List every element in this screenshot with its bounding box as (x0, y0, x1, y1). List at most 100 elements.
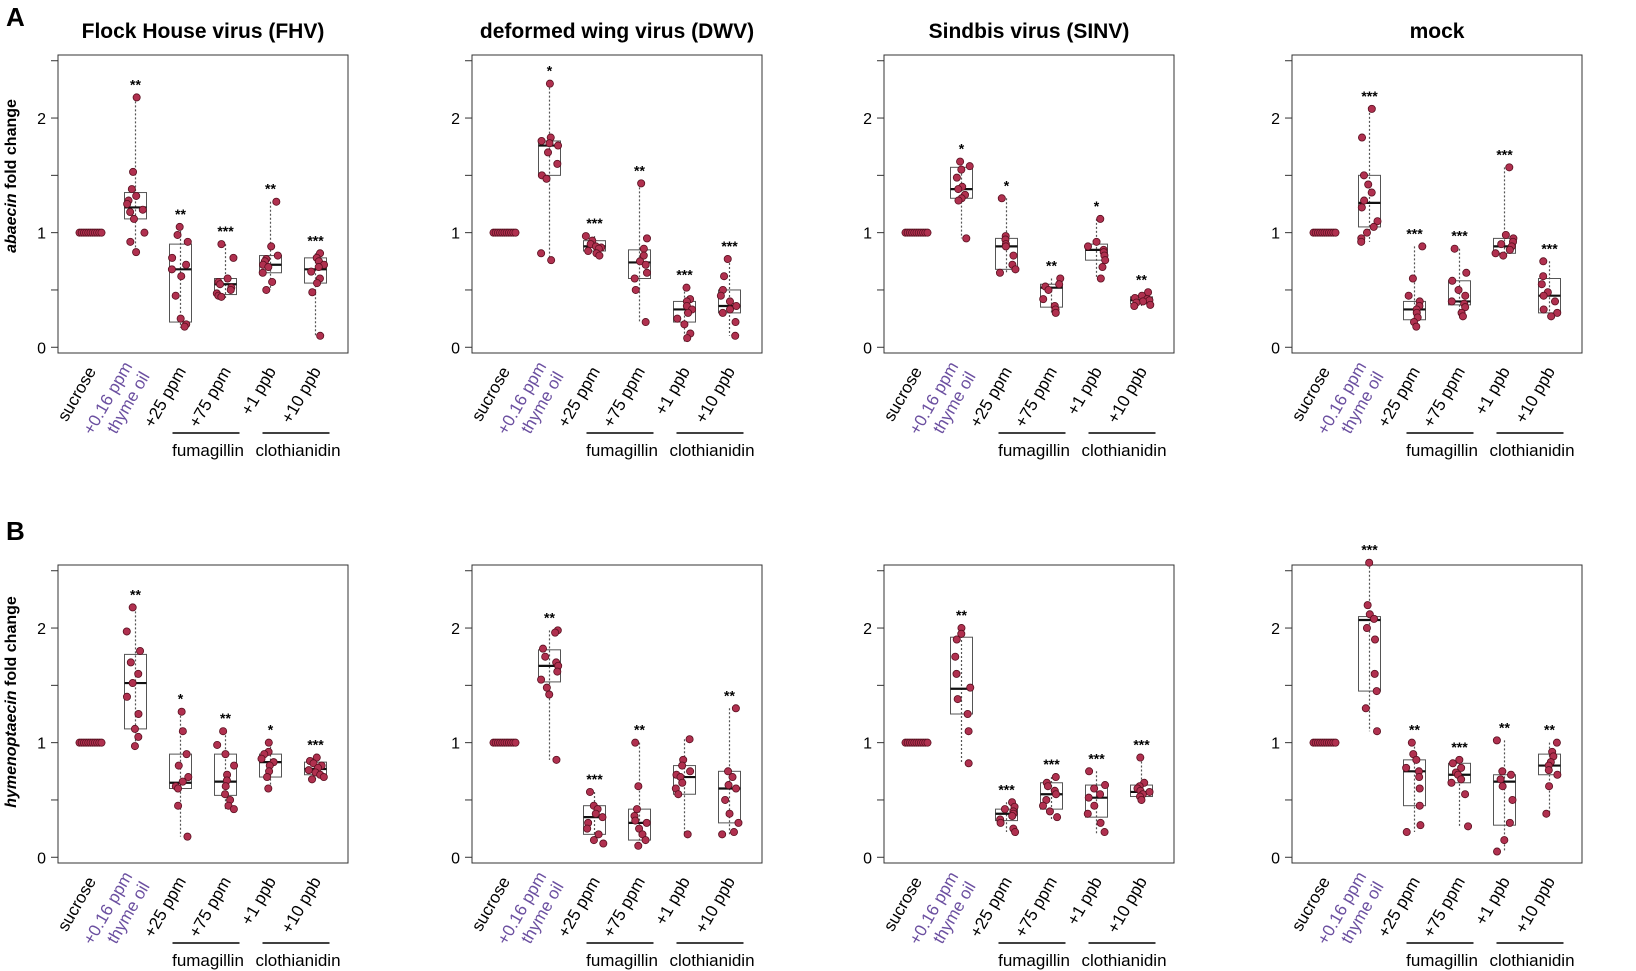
data-point (229, 253, 238, 262)
data-point (957, 165, 966, 174)
data-point (1415, 773, 1424, 782)
data-point (1051, 308, 1060, 317)
data-point (1364, 180, 1373, 189)
data-point (1455, 755, 1464, 764)
data-point (631, 285, 640, 294)
box-group: *** (1358, 542, 1382, 736)
data-point (1448, 276, 1457, 285)
data-point (1001, 242, 1010, 251)
box-group (671, 735, 696, 839)
data-point (923, 228, 932, 237)
data-point (1418, 242, 1427, 251)
data-point (1539, 257, 1548, 266)
data-point (174, 761, 183, 770)
data-point (589, 836, 598, 845)
data-point (1044, 285, 1053, 294)
data-point (182, 750, 191, 759)
data-point (1416, 821, 1425, 830)
significance-label: *** (586, 771, 603, 787)
x-tick-label: +25 ppm (966, 874, 1016, 941)
data-point (962, 234, 971, 243)
data-point (174, 801, 183, 810)
data-point (634, 841, 643, 850)
x-tick-label: +1 ppb (651, 874, 694, 929)
data-point (718, 308, 727, 317)
data-point (630, 274, 639, 283)
data-point (954, 196, 963, 205)
y-tick-label: 0 (37, 340, 46, 357)
y-tick-label: 0 (1271, 850, 1280, 867)
data-point (731, 331, 740, 340)
data-point (1085, 767, 1094, 776)
panel-title: mock (1410, 20, 1465, 43)
data-point (1373, 727, 1382, 736)
data-point (97, 228, 106, 237)
data-point (1500, 836, 1509, 845)
data-point (641, 836, 650, 845)
data-point (716, 291, 725, 300)
box-group: * (995, 177, 1020, 277)
chart-panels: Flock House virus (FHV)012************su… (37, 20, 1583, 970)
significance-label: ** (175, 206, 186, 222)
data-point (1359, 171, 1368, 180)
group-label: clothianidin (255, 951, 340, 970)
box-group (489, 228, 520, 237)
data-point (130, 742, 139, 751)
significance-label: *** (1361, 88, 1378, 104)
data-point (581, 232, 590, 241)
box-group: ** (537, 609, 563, 764)
data-point (230, 761, 239, 770)
data-point (1136, 753, 1145, 762)
data-point (545, 139, 554, 148)
box-group (1309, 738, 1340, 747)
data-point (1090, 801, 1099, 810)
data-point (674, 790, 683, 799)
x-tick-label-line: +25 ppm (140, 874, 190, 941)
significance-label: *** (1541, 240, 1558, 256)
data-point (1454, 285, 1463, 294)
data-point (180, 322, 189, 331)
data-point (952, 669, 961, 678)
data-point (731, 704, 740, 713)
data-point (641, 318, 650, 327)
data-point (1461, 291, 1470, 300)
x-tick-label: +75 ppm (599, 874, 649, 941)
data-point (554, 141, 563, 150)
x-tick-label: +10 ppb (1512, 364, 1559, 427)
x-tick-label-line: +1 ppb (651, 364, 694, 419)
y-tick-label: 0 (451, 340, 460, 357)
data-point (175, 222, 184, 231)
significance-label: *** (307, 737, 324, 753)
data-point (641, 260, 650, 269)
x-tick-label: +10 ppb (692, 874, 739, 937)
data-point (734, 818, 743, 827)
data-point (257, 754, 266, 763)
x-tick-label-line: +25 ppm (140, 364, 190, 431)
data-point (1539, 291, 1548, 300)
x-tick-label: +25 ppm (554, 364, 604, 431)
box-group (901, 228, 932, 237)
data-point (639, 244, 648, 253)
group-label: clothianidin (255, 441, 340, 460)
data-point (1137, 795, 1146, 804)
data-point (728, 773, 737, 782)
y-tick-label: 1 (37, 736, 46, 753)
x-tick-label: +1 ppb (237, 874, 280, 929)
chart-panel-7: 012******** ******sucrose+0.16 ppmthyme o… (863, 564, 1175, 970)
data-point (553, 159, 562, 168)
significance-label: ** (634, 722, 645, 738)
data-point (258, 268, 267, 277)
plot-frame (57, 54, 349, 354)
data-point (1505, 818, 1514, 827)
chart-panel-3: Sindbis virus (SINV)012*******sucrose+0.… (863, 20, 1175, 460)
data-point (123, 199, 132, 208)
box-group: ** (628, 162, 651, 327)
data-point (720, 272, 729, 281)
data-point (1138, 297, 1147, 306)
data-point (1096, 818, 1105, 827)
significance-label: *** (1088, 750, 1105, 766)
data-point (1008, 812, 1017, 821)
data-point (1415, 784, 1424, 793)
data-point (1498, 767, 1507, 776)
